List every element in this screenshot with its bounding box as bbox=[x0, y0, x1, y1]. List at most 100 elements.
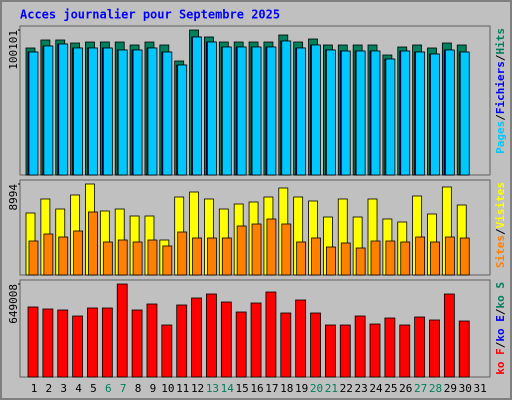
bar bbox=[43, 233, 54, 276]
bar bbox=[265, 291, 277, 378]
bar bbox=[220, 301, 232, 378]
bar bbox=[250, 302, 262, 378]
bar bbox=[444, 49, 455, 176]
bar bbox=[385, 240, 396, 276]
legend-separator: / bbox=[494, 308, 507, 315]
legend-entry: ko F bbox=[494, 348, 507, 375]
x-tick-label: 15 bbox=[236, 382, 249, 395]
x-tick-label: 3 bbox=[60, 382, 67, 395]
bar bbox=[73, 47, 84, 176]
x-tick-label: 11 bbox=[176, 382, 189, 395]
bar bbox=[339, 324, 351, 378]
bar bbox=[117, 49, 128, 176]
bar bbox=[102, 47, 113, 176]
x-tick-label: 19 bbox=[295, 382, 308, 395]
bar bbox=[311, 44, 321, 176]
x-tick-label: 12 bbox=[191, 382, 204, 395]
bar bbox=[162, 245, 173, 276]
bar bbox=[384, 317, 396, 378]
x-tick-label: 5 bbox=[90, 382, 97, 395]
bar bbox=[340, 50, 351, 176]
bar bbox=[177, 64, 188, 176]
bar bbox=[146, 303, 158, 378]
x-tick-label: 25 bbox=[384, 382, 397, 395]
bar bbox=[325, 246, 336, 276]
bar bbox=[281, 40, 292, 176]
x-tick-label: 20 bbox=[310, 382, 323, 395]
bar bbox=[311, 237, 321, 276]
bar bbox=[58, 43, 69, 176]
bar bbox=[354, 315, 366, 378]
bar bbox=[281, 223, 292, 276]
y-tick-label: 100101 bbox=[7, 30, 20, 70]
bar bbox=[236, 225, 247, 276]
x-tick-label: 7 bbox=[120, 382, 127, 395]
bar bbox=[370, 240, 381, 276]
legend-separator: / bbox=[494, 341, 507, 348]
bar bbox=[72, 315, 84, 378]
bar bbox=[147, 47, 158, 176]
x-tick-label: 29 bbox=[444, 382, 457, 395]
bar bbox=[28, 240, 39, 276]
bar bbox=[42, 308, 54, 378]
bar bbox=[444, 236, 455, 276]
bar bbox=[73, 230, 84, 276]
bar bbox=[177, 231, 188, 276]
legend-entry: Hits bbox=[494, 28, 507, 55]
bar bbox=[296, 241, 307, 276]
bar bbox=[28, 51, 39, 176]
x-tick-label: 31 bbox=[473, 382, 486, 395]
bar bbox=[117, 239, 128, 276]
x-tick-label: 28 bbox=[429, 382, 442, 395]
x-tick-label: 24 bbox=[369, 382, 383, 395]
x-tick-label: 13 bbox=[206, 382, 219, 395]
bar bbox=[266, 218, 277, 276]
x-tick-label: 30 bbox=[459, 382, 472, 395]
y-tick-label: 649008 bbox=[7, 284, 20, 324]
bar bbox=[131, 309, 143, 378]
bar bbox=[443, 293, 455, 378]
x-tick-label: 6 bbox=[105, 382, 112, 395]
bar bbox=[430, 241, 440, 276]
bar bbox=[207, 237, 217, 276]
bar bbox=[101, 307, 113, 378]
bar bbox=[235, 311, 247, 378]
bar bbox=[296, 47, 307, 176]
x-tick-label: 1 bbox=[31, 382, 38, 395]
bar bbox=[310, 312, 321, 378]
bar bbox=[132, 241, 143, 276]
x-tick-label: 18 bbox=[280, 382, 293, 395]
legend-entry: ko E bbox=[494, 315, 507, 342]
bar bbox=[355, 247, 366, 276]
bar bbox=[414, 316, 426, 378]
x-tick-label: 10 bbox=[161, 382, 174, 395]
bar bbox=[27, 306, 39, 378]
bar bbox=[207, 41, 217, 176]
bar bbox=[400, 50, 411, 176]
x-tick-label: 16 bbox=[250, 382, 263, 395]
bar bbox=[116, 283, 128, 378]
bar bbox=[295, 299, 307, 378]
x-tick-label: 27 bbox=[414, 382, 427, 395]
bar bbox=[459, 237, 470, 276]
bar bbox=[236, 46, 247, 176]
bar bbox=[415, 51, 426, 176]
bar bbox=[43, 45, 54, 176]
bar bbox=[162, 51, 173, 176]
x-tick-label: 22 bbox=[340, 382, 353, 395]
legend-separator: / bbox=[494, 114, 507, 121]
legend-entry: Pages bbox=[494, 121, 507, 154]
x-tick-label: 2 bbox=[46, 382, 53, 395]
legend-entry: ko S bbox=[494, 282, 507, 309]
bar bbox=[385, 58, 396, 176]
bar bbox=[400, 241, 411, 276]
bar bbox=[325, 49, 336, 176]
bar bbox=[192, 36, 202, 176]
bar bbox=[88, 211, 98, 276]
x-tick-label: 4 bbox=[75, 382, 82, 395]
x-tick-label: 14 bbox=[221, 382, 235, 395]
bar bbox=[221, 46, 232, 176]
legend: ko F/ko E/ko S bbox=[494, 282, 507, 375]
bar bbox=[251, 223, 262, 276]
bar bbox=[87, 307, 98, 378]
